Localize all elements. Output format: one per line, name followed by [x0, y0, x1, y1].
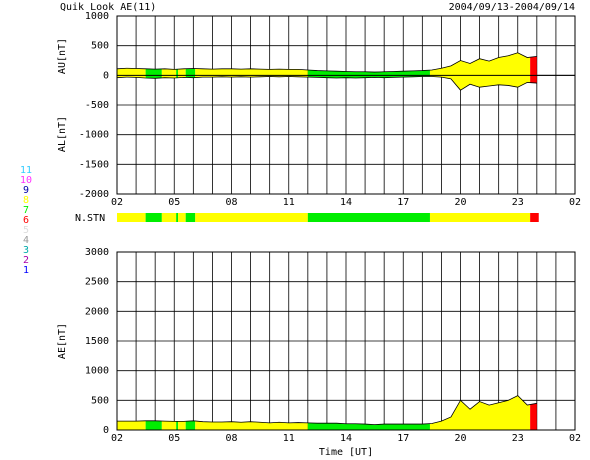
nstn-segment	[307, 213, 430, 222]
au-axis-label: AU[nT]	[57, 38, 68, 74]
x-tick-label: 08	[225, 197, 237, 208]
area-fill	[307, 422, 430, 430]
y-tick-label: 2000	[85, 306, 109, 317]
y-tick-label: -1000	[79, 130, 109, 141]
x-tick-label: 05	[168, 433, 180, 444]
area-fill	[307, 69, 430, 79]
area-fill	[530, 403, 537, 430]
y-tick-label: -500	[85, 100, 109, 111]
area-fill	[178, 421, 186, 430]
nstn-segment	[530, 213, 539, 222]
data-line	[117, 395, 537, 426]
x-tick-label: 20	[454, 433, 466, 444]
area-fill	[429, 395, 531, 430]
x-tick-label: 20	[454, 197, 466, 208]
legend-entry: 10	[20, 175, 32, 186]
nstn-segment	[185, 213, 196, 222]
y-tick-label: 2500	[85, 277, 109, 288]
area-fill	[161, 421, 177, 430]
area-fill	[195, 420, 308, 430]
x-tick-label: 11	[283, 433, 295, 444]
x-tick-label: 02	[111, 433, 123, 444]
nstn-segment	[429, 213, 531, 222]
x-tick-label: 17	[397, 197, 409, 208]
nstn-segment	[161, 213, 177, 222]
y-tick-label: 500	[91, 395, 109, 406]
al-axis-label: AL[nT]	[57, 116, 68, 152]
legend-entry: 11	[20, 165, 32, 176]
legend-entry: 4	[23, 235, 29, 246]
y-tick-label: 3000	[85, 247, 109, 258]
area-fill	[117, 420, 146, 430]
chart-title: Quik Look AE(11)	[60, 2, 156, 13]
y-tick-label: -2000	[79, 189, 109, 200]
x-axis-label: Time [UT]	[319, 447, 373, 458]
x-tick-label: 17	[397, 433, 409, 444]
plot-frame	[116, 15, 576, 195]
x-tick-label: 14	[340, 433, 352, 444]
plot-frame	[116, 251, 576, 431]
x-tick-label: 23	[512, 197, 524, 208]
legend-entry: 5	[23, 225, 29, 236]
nstn-segment	[176, 213, 179, 222]
legend-entry: 1	[23, 265, 29, 276]
y-tick-label: 0	[103, 425, 109, 436]
area-fill	[176, 421, 179, 430]
legend-entry: 2	[23, 255, 29, 266]
data-line	[116, 76, 537, 91]
x-tick-label: 23	[512, 433, 524, 444]
area-fill	[530, 56, 537, 84]
x-tick-label: 02	[569, 197, 581, 208]
y-tick-label: 0	[103, 70, 109, 81]
y-tick-label: 500	[91, 41, 109, 52]
x-tick-label: 02	[111, 197, 123, 208]
area-fill	[145, 420, 162, 430]
x-tick-label: 14	[340, 197, 352, 208]
x-tick-label: 02	[569, 433, 581, 444]
x-tick-label: 11	[283, 197, 295, 208]
area-fill	[429, 52, 531, 91]
y-tick-label: 1500	[85, 336, 109, 347]
area-fill	[185, 420, 196, 430]
y-tick-label: 1000	[85, 366, 109, 377]
x-tick-label: 08	[225, 433, 237, 444]
y-tick-label: -1500	[79, 159, 109, 170]
legend-entry: 8	[23, 195, 29, 206]
data-line	[116, 52, 537, 73]
area-fill	[145, 68, 162, 79]
legend-entry: 7	[23, 205, 29, 216]
legend-entry: 9	[23, 185, 29, 196]
date-range: 2004/09/13-2004/09/14	[449, 2, 575, 13]
y-tick-label: 1000	[85, 11, 109, 22]
legend-entry: 6	[23, 215, 29, 226]
legend-entry: 3	[23, 245, 29, 256]
ae-axis-label: AE[nT]	[57, 323, 68, 359]
nstn-label: N.STN	[75, 213, 105, 224]
nstn-segment	[195, 213, 308, 222]
x-tick-label: 05	[168, 197, 180, 208]
nstn-segment	[117, 213, 146, 222]
nstn-segment	[145, 213, 162, 222]
nstn-segment	[178, 213, 186, 222]
